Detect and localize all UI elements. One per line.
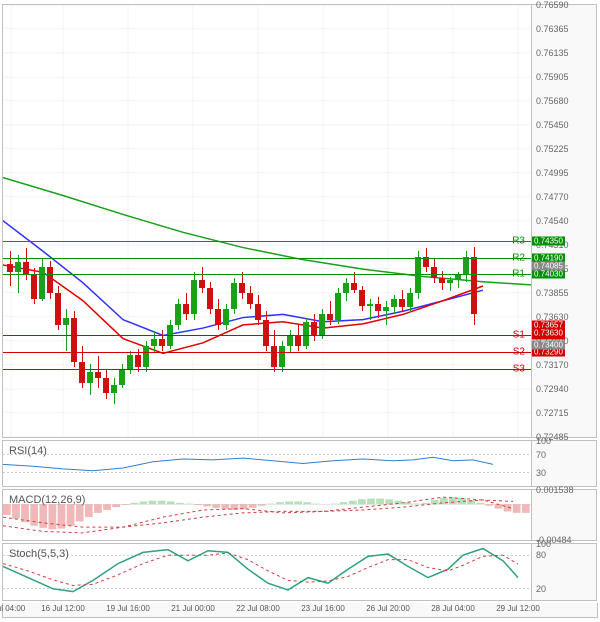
stoch-panel[interactable]: Stoch(5,5,3) [2, 543, 532, 601]
macd-label: MACD(12,26,9) [9, 494, 85, 506]
stoch-y-axis: 2080100 [532, 543, 597, 601]
stoch-label: Stoch(5,5,3) [9, 548, 69, 560]
macd-panel[interactable]: MACD(12,26,9) [2, 489, 532, 541]
rsi-panel[interactable]: RSI(14) [2, 440, 532, 487]
price-y-axis: 0.724850.727150.729400.731700.734000.736… [532, 4, 597, 438]
price-chart[interactable]: R3R2R1S1S2S3 [2, 4, 532, 438]
rsi-label: RSI(14) [9, 445, 47, 457]
stoch-svg [3, 544, 531, 600]
rsi-svg [3, 441, 531, 486]
rsi-y-axis: 3070100 [532, 440, 597, 487]
macd-y-axis: 0.001538-0.00484 [532, 489, 597, 541]
time-x-axis: ul 04:0016 Jul 12:0019 Jul 16:0021 Jul 0… [2, 603, 598, 618]
